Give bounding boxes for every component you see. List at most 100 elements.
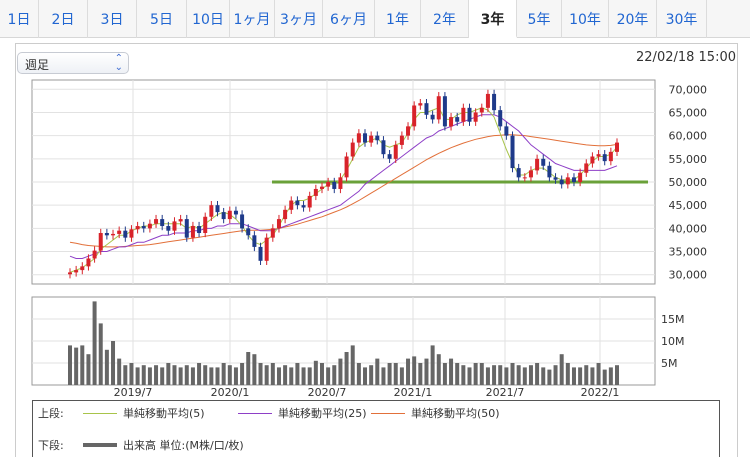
x-tick-label: 2021/7: [486, 386, 525, 399]
legend-ma25: 単純移動平均(25): [238, 405, 367, 421]
volume-bar: [172, 365, 177, 385]
volume-bar: [221, 363, 226, 385]
period-select[interactable]: 週足 ⌃ ⌄: [17, 52, 129, 74]
volume-bar: [381, 367, 386, 385]
volume-bar: [516, 365, 521, 385]
volume-bar: [326, 367, 331, 385]
candle-body: [412, 105, 417, 127]
tab-5[interactable]: 1ヶ月: [230, 0, 275, 38]
volume-bar: [147, 367, 152, 385]
tab-12[interactable]: 10年: [562, 0, 609, 38]
volume-bar: [178, 367, 183, 385]
candle-body: [289, 200, 294, 210]
candle-body: [319, 186, 324, 189]
candle-body: [129, 229, 134, 238]
candle-body: [258, 246, 263, 261]
tab-9[interactable]: 2年: [421, 0, 469, 38]
volume-bar: [80, 345, 85, 385]
volume-bar: [424, 358, 429, 385]
volume-bar: [430, 345, 435, 385]
volume-bar: [473, 363, 478, 385]
candle-body: [104, 233, 109, 236]
volume-tick-label: 10M: [661, 335, 685, 348]
candle-body: [461, 107, 466, 122]
volume-bar: [154, 365, 159, 385]
tab-7[interactable]: 6ヶ月: [323, 0, 375, 38]
legend-ma50-swatch: [371, 412, 405, 414]
volume-bar: [571, 367, 576, 385]
volume-bar: [363, 367, 368, 385]
candle-body: [326, 182, 331, 187]
tab-0[interactable]: 1日: [0, 0, 39, 38]
volume-bar: [602, 369, 607, 385]
volume-bar: [356, 363, 361, 385]
candle-body: [203, 216, 208, 233]
candle-body: [246, 228, 251, 236]
tab-6[interactable]: 3ヶ月: [275, 0, 323, 38]
candle-body: [510, 135, 515, 169]
volume-bar: [553, 365, 558, 385]
candle-body: [283, 209, 288, 220]
legend-lower-label: 下段:: [38, 439, 64, 452]
volume-bar: [240, 363, 245, 385]
candle-body: [498, 110, 503, 127]
price-tick-label: 50,000: [669, 176, 708, 189]
volume-tick-label: 15M: [661, 313, 685, 326]
legend-upper-label: 上段:: [38, 407, 64, 420]
candle-body: [276, 219, 281, 229]
candle-body: [424, 103, 429, 115]
candle-body: [516, 168, 521, 178]
candle-body: [387, 154, 392, 159]
volume-bar: [190, 367, 195, 385]
volume-bar: [252, 354, 257, 385]
volume-bar: [442, 363, 447, 385]
legend-volume-label: 出来高 単位:(M株/口/枚): [123, 439, 244, 452]
volume-bar: [68, 345, 72, 385]
volume-bar: [264, 365, 269, 385]
volume-bar: [504, 367, 509, 385]
candle-body: [492, 93, 497, 111]
tab-4[interactable]: 10日: [187, 0, 230, 38]
tab-14[interactable]: 30年: [657, 0, 707, 38]
volume-bar: [197, 363, 202, 385]
candle-body: [369, 135, 374, 143]
tab-1[interactable]: 2日: [39, 0, 88, 38]
timeframe-tabs: 1日 2日 3日 5日 10日 1ヶ月 3ヶ月 6ヶ月 1年 2年 3年 5年 10年 20年 30年: [0, 0, 750, 38]
candle-body: [80, 266, 85, 271]
candle-body: [172, 221, 177, 231]
volume-bar: [559, 354, 564, 385]
volume-bar: [492, 365, 497, 385]
candle-body: [553, 177, 558, 180]
candle-body: [455, 117, 460, 122]
tab-3[interactable]: 5日: [137, 0, 187, 38]
legend-ma25-swatch: [238, 412, 272, 414]
candle-body: [111, 233, 116, 236]
volume-bar: [117, 358, 122, 385]
volume-bar: [596, 363, 601, 385]
candle-body: [393, 144, 398, 159]
candle-body: [608, 151, 613, 162]
tab-8[interactable]: 1年: [375, 0, 421, 38]
tab-13[interactable]: 20年: [609, 0, 657, 38]
legend-ma50-label: 単純移動平均(50): [411, 407, 500, 420]
tab-10[interactable]: 3年: [469, 0, 517, 38]
candle-body: [74, 270, 79, 273]
price-tick-label: 55,000: [669, 153, 708, 166]
volume-bar: [436, 354, 441, 385]
candle-body: [264, 237, 269, 261]
candle-body: [578, 172, 583, 182]
candle-body: [350, 142, 355, 157]
tab-2[interactable]: 3日: [88, 0, 137, 38]
price-tick-label: 65,000: [669, 106, 708, 119]
candle-body: [240, 214, 245, 229]
legend-ma50: 単純移動平均(50): [371, 405, 500, 421]
candle-body: [141, 226, 146, 229]
volume-bar: [184, 365, 189, 385]
candle-body: [98, 233, 103, 251]
chart-legend: 上段: 単純移動平均(5) 単純移動平均(25) 単純移動平均(50) 下段: …: [32, 400, 720, 457]
price-tick-label: 70,000: [669, 83, 708, 96]
candle-body: [295, 200, 300, 206]
volume-bar: [313, 360, 318, 385]
tab-11[interactable]: 5年: [517, 0, 562, 38]
